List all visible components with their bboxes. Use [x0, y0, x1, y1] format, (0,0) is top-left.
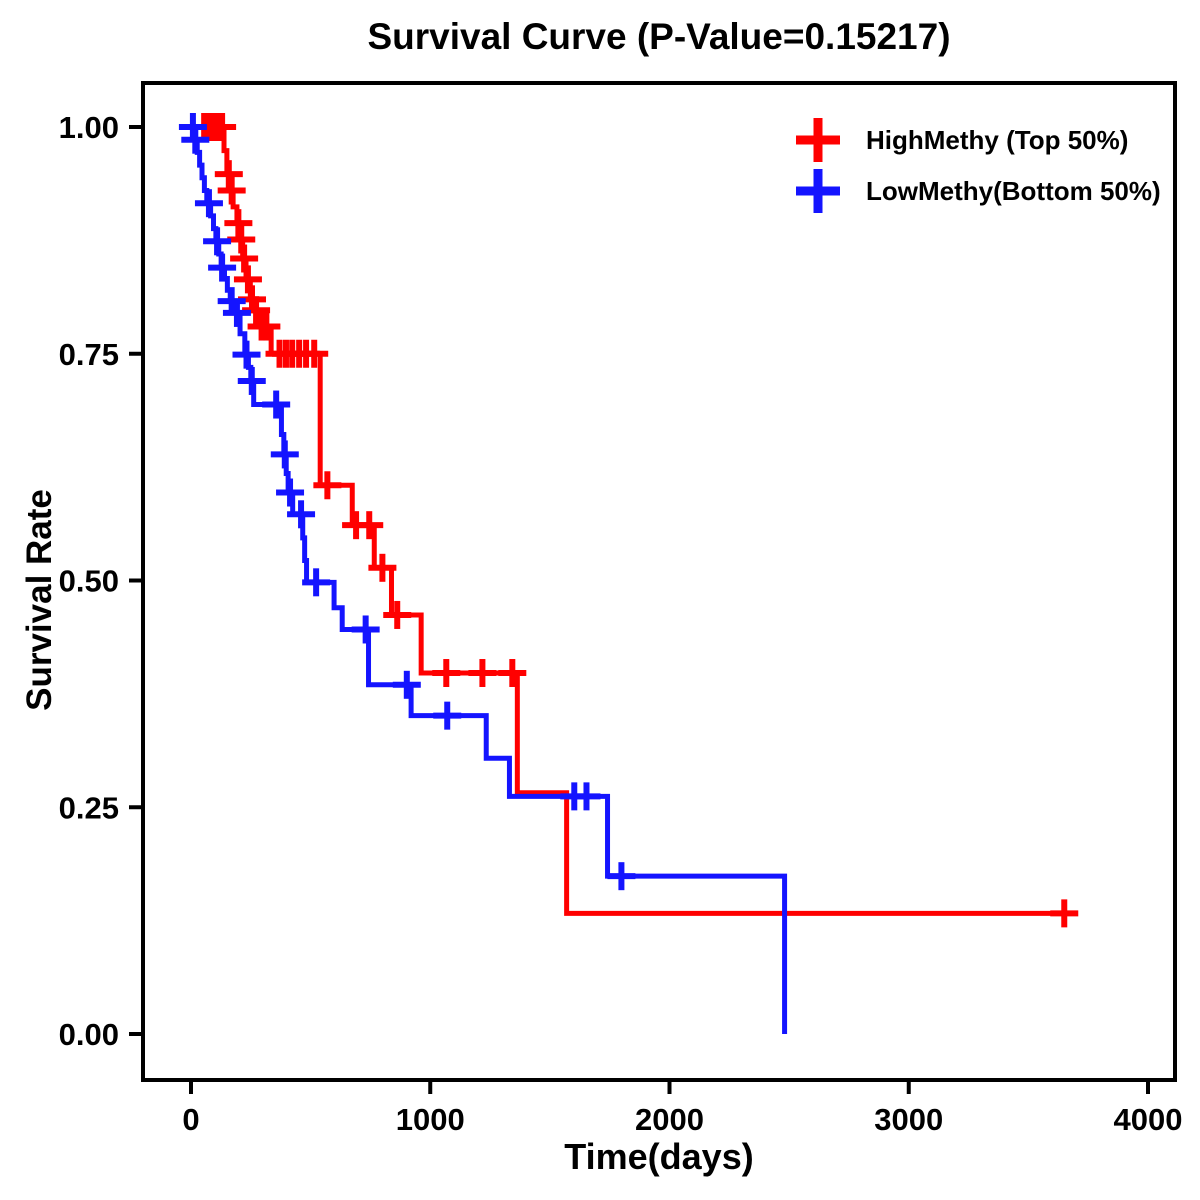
svg-text:1000: 1000: [396, 1102, 465, 1137]
svg-text:0.50: 0.50: [59, 564, 119, 599]
svg-text:0.00: 0.00: [59, 1017, 119, 1052]
lowmethy-plus-marker-icon: [796, 169, 840, 213]
svg-text:0.25: 0.25: [59, 790, 119, 825]
svg-text:1.00: 1.00: [59, 110, 119, 145]
svg-text:2000: 2000: [635, 1102, 704, 1137]
legend: HighMethy (Top 50%) LowMethy(Bottom 50%): [796, 115, 1161, 217]
svg-text:0.75: 0.75: [59, 337, 119, 372]
legend-item-highmethy: HighMethy (Top 50%): [796, 115, 1161, 165]
x-axis-label: Time(days): [564, 1136, 754, 1177]
chart-title: Survival Curve (P-Value=0.15217): [367, 16, 951, 57]
highmethy-plus-marker-icon: [796, 118, 840, 162]
svg-text:3000: 3000: [874, 1102, 943, 1137]
legend-label-highmethy: HighMethy (Top 50%): [866, 124, 1129, 155]
svg-text:4000: 4000: [1114, 1102, 1183, 1137]
legend-item-lowmethy: LowMethy(Bottom 50%): [796, 166, 1161, 216]
legend-label-lowmethy: LowMethy(Bottom 50%): [866, 175, 1161, 206]
svg-text:0: 0: [182, 1102, 199, 1137]
